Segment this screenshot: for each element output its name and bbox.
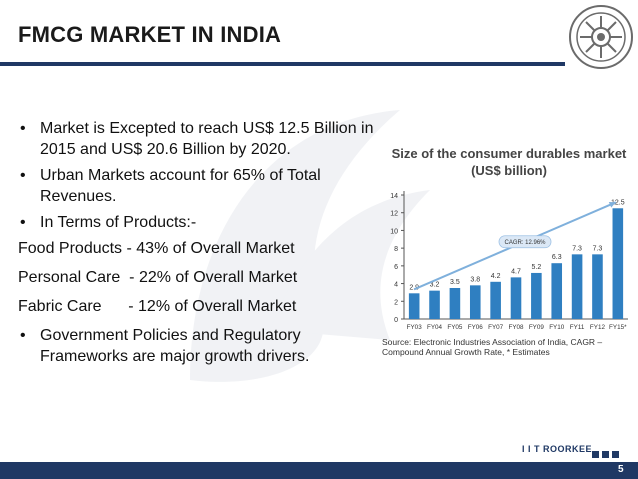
y-tick-label: 14 [390,193,398,200]
title-bar: FMCG MARKET IN INDIA [0,0,638,72]
bar-value-label: 5.2 [531,264,541,271]
bar-value-label: 3.2 [430,282,440,289]
y-tick-label: 8 [394,246,398,253]
bar-FY08 [510,277,522,319]
bar-value-label: 3.5 [450,279,460,286]
institute-seal-logo [569,5,633,69]
bullet-text: Government Policies and Regulatory Frame… [40,327,310,365]
bar-value-label: 6.3 [552,254,562,261]
bar-FY15* [612,208,624,319]
x-tick-label: FY09 [529,324,545,331]
y-tick-label: 10 [390,228,398,235]
y-tick-label: 12 [390,211,398,218]
bar-value-label: 7.3 [572,245,582,252]
consumer-durables-chart: Size of the consumer durables market (US… [380,145,638,370]
bullet-text: Urban Markets account for 65% of Total R… [40,167,321,205]
bullet-text: In Terms of Products:- [40,214,197,231]
x-tick-label: FY05 [447,324,463,331]
bullet-text: Market is Excepted to reach US$ 12.5 Bil… [40,120,374,158]
bar-FY12 [592,254,603,319]
x-tick-label: FY11 [570,324,585,331]
chart-source-note: Source: Electronic Industries Associatio… [382,337,603,357]
x-tick-label: FY06 [468,324,484,331]
x-tick-label: FY08 [508,324,524,331]
page-number: 5 [618,464,624,475]
bar-value-label: 12.5 [611,199,625,206]
x-tick-label: FY10 [549,324,565,331]
bar-value-label: 4.7 [511,268,521,275]
bullet-products: • In Terms of Products:- [18,212,378,233]
footer-bar [0,462,638,479]
bar-value-label: 4.2 [491,273,501,280]
chart-plot: 0 2 4 6 8 10 12 14 2.9 FY03 3.2 FY04 3.5 FY05 3.8 FY06 4… [390,191,628,331]
bullet-dot: • [20,167,26,184]
bullet-urban-markets: • Urban Markets account for 65% of Total… [18,165,378,207]
bar-FY06 [469,285,481,319]
bar-value-label: 3.8 [470,276,480,283]
bullet-dot: • [20,327,26,344]
bar-FY10 [551,263,563,319]
bar-FY04 [429,290,440,319]
title-divider [0,62,565,66]
slide-body: • Market is Excepted to reach US$ 12.5 B… [18,118,378,372]
cagr-annotation-label: CAGR: 12.96% [504,240,546,246]
bar-value-label: 7.3 [593,245,603,252]
cagr-annotation-box [498,235,552,249]
background-watermark [190,110,430,382]
x-tick-label: FY12 [590,324,606,331]
bar-FY07 [490,281,501,319]
bar-FY09 [531,272,542,319]
footer-squares [592,445,622,463]
x-tick-label: FY04 [427,324,443,331]
slide-title: FMCG MARKET IN INDIA [18,22,282,47]
line-food-products: Food Products - 43% of Overall Market [18,240,295,257]
bullet-dot: • [20,120,26,137]
x-tick-label: FY07 [488,324,504,331]
bar-FY05 [449,288,461,319]
x-tick-label: FY15* [609,324,627,331]
y-tick-label: 0 [394,317,398,324]
y-tick-label: 6 [394,264,398,271]
bar-FY11 [571,254,583,319]
y-tick-label: 4 [394,282,398,289]
line-fabric-care: Fabric Care - 12% of Overall Market [18,298,297,315]
trend-arrowhead [608,201,616,208]
bullet-government-policies: • Government Policies and Regulatory Fra… [18,325,378,367]
bar-FY03 [408,293,420,319]
bar-value-label: 2.9 [409,284,419,291]
line-personal-care: Personal Care - 22% of Overall Market [18,269,298,286]
y-tick-label: 2 [394,299,398,306]
x-tick-label: FY03 [407,324,423,331]
chart-title: Size of the consumer durables market (US… [391,146,627,178]
footer-institute-label: I I T ROORKEE [522,444,593,454]
bullet-market-size: • Market is Excepted to reach US$ 12.5 B… [18,118,378,160]
bullet-dot: • [20,214,26,231]
